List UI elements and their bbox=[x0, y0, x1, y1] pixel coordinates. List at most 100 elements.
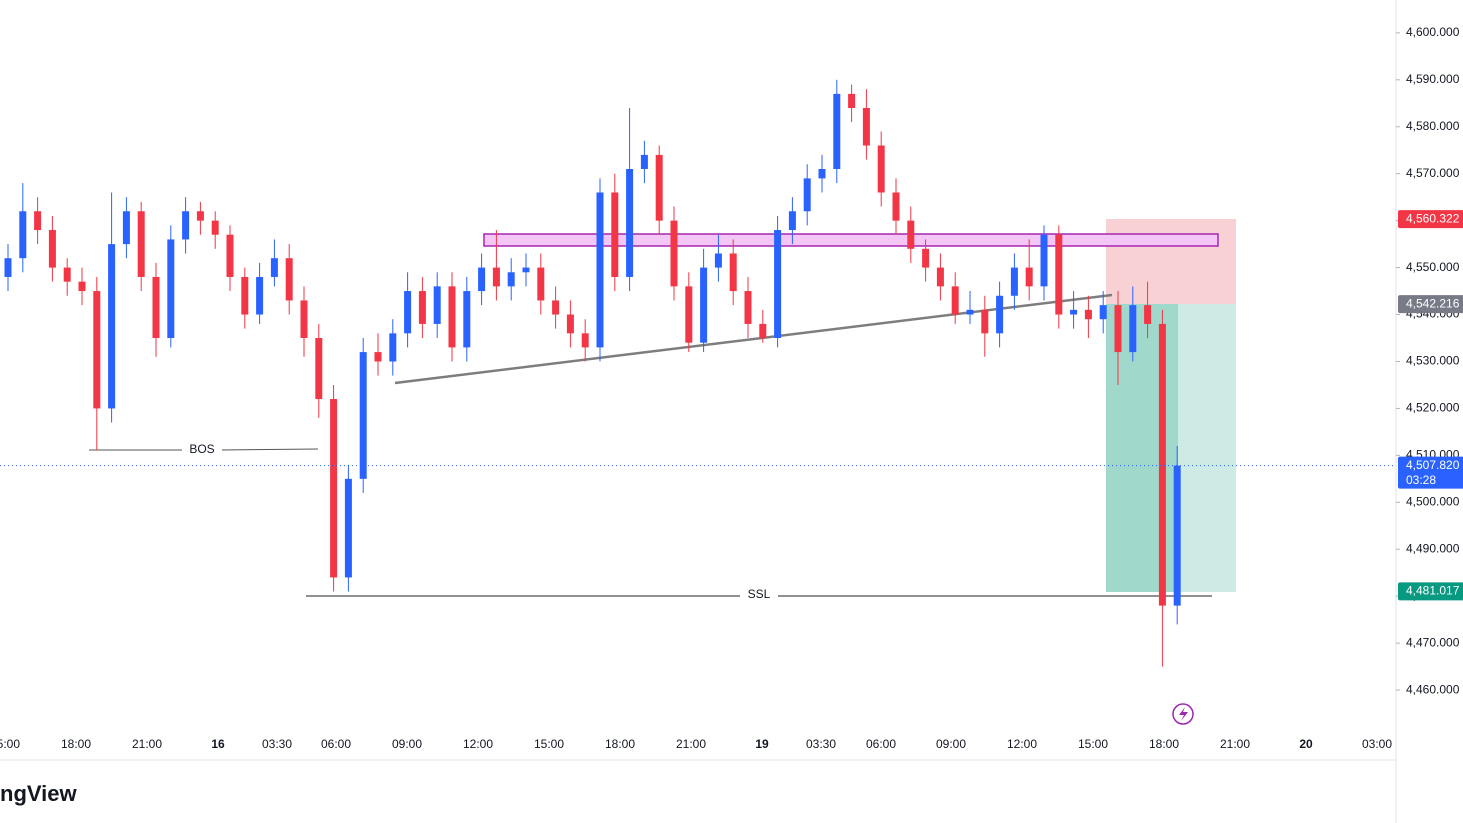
supply-zone bbox=[483, 233, 1219, 247]
logo: ngView bbox=[0, 781, 78, 806]
candle-body bbox=[596, 192, 604, 348]
candle-body bbox=[285, 258, 293, 301]
candle-body bbox=[300, 300, 308, 339]
candle-body bbox=[951, 286, 959, 315]
price-badge-label: 4,481.017 bbox=[1406, 584, 1460, 598]
y-tick-label: 4,470.000 bbox=[1406, 635, 1460, 649]
bos-line bbox=[221, 448, 319, 451]
x-tick-label: 06:00 bbox=[321, 737, 351, 751]
x-tick-label: 15:00 bbox=[534, 737, 564, 751]
candle-body bbox=[1144, 305, 1152, 324]
candle-body bbox=[344, 478, 352, 578]
alert-icon-bolt bbox=[1179, 707, 1188, 721]
candle-body bbox=[1055, 234, 1063, 315]
candle-body bbox=[122, 211, 130, 245]
candle-body bbox=[936, 267, 944, 287]
x-tick-label: 03:30 bbox=[262, 737, 292, 751]
price-badge-label: 4,560.322 bbox=[1406, 211, 1460, 225]
x-tick-label: 09:00 bbox=[936, 737, 966, 751]
candle-body bbox=[729, 253, 737, 292]
x-tick-label: 18:00 bbox=[605, 737, 635, 751]
candle-body bbox=[404, 291, 412, 334]
x-tick-label: 06:00 bbox=[866, 737, 896, 751]
candle-body bbox=[270, 258, 278, 277]
candle-body bbox=[19, 211, 27, 259]
x-tick-label: 21:00 bbox=[1220, 737, 1250, 751]
candle-body bbox=[996, 295, 1004, 334]
candle-body bbox=[63, 267, 71, 282]
candle-body bbox=[152, 276, 160, 339]
candle-body bbox=[566, 314, 574, 334]
candle-body bbox=[48, 230, 56, 268]
x-tick-label: 21:00 bbox=[676, 737, 706, 751]
y-tick-label: 4,490.000 bbox=[1406, 541, 1460, 555]
candle-body bbox=[448, 286, 456, 348]
candle-body bbox=[211, 220, 219, 235]
candle-body bbox=[418, 291, 426, 324]
candle-body bbox=[626, 169, 634, 277]
candle-body bbox=[981, 309, 989, 334]
candle-body bbox=[744, 291, 752, 324]
price-badge bbox=[1398, 456, 1463, 489]
price-badge-label: 4,542.216 bbox=[1406, 296, 1460, 310]
candle-body bbox=[537, 267, 545, 301]
price-badge bbox=[1398, 582, 1463, 601]
candle-body bbox=[1010, 267, 1018, 296]
x-tick-label: 18:00 bbox=[61, 737, 91, 751]
y-tick-label: 4,580.000 bbox=[1406, 119, 1460, 133]
candle-body bbox=[552, 300, 560, 315]
x-tick-label: 09:00 bbox=[392, 737, 422, 751]
candle-body bbox=[892, 192, 900, 221]
x-tick-label: 19 bbox=[755, 737, 769, 751]
candle-body bbox=[226, 234, 234, 277]
candle-body bbox=[389, 333, 397, 362]
candle-body bbox=[315, 338, 323, 400]
candle-body bbox=[492, 267, 500, 287]
candle-body bbox=[1158, 323, 1166, 606]
candle-body bbox=[581, 333, 589, 348]
candle-body bbox=[640, 154, 648, 170]
x-tick-label: 15:00 bbox=[0, 737, 20, 751]
candle-body bbox=[78, 281, 86, 292]
y-tick-label: 4,460.000 bbox=[1406, 682, 1460, 696]
candle-body bbox=[256, 276, 264, 315]
candle-body bbox=[93, 291, 101, 409]
candle-body bbox=[34, 211, 42, 231]
candle-body bbox=[1099, 305, 1107, 320]
candle-body bbox=[374, 352, 382, 362]
candle-body bbox=[862, 107, 870, 146]
candle-body bbox=[463, 291, 471, 348]
candle-body bbox=[803, 178, 811, 212]
candle-body bbox=[507, 272, 515, 287]
candle-body bbox=[759, 323, 767, 339]
y-tick-label: 4,500.000 bbox=[1406, 494, 1460, 508]
candle-body bbox=[1040, 234, 1048, 287]
candle-body bbox=[877, 145, 885, 193]
trend-line bbox=[394, 293, 1113, 385]
candle-body bbox=[922, 248, 930, 268]
y-tick-label: 4,520.000 bbox=[1406, 401, 1460, 415]
x-tick-label: 15:00 bbox=[1078, 737, 1108, 751]
stop-zone bbox=[1106, 219, 1236, 304]
price-badge-label: 4,507.820 bbox=[1406, 458, 1460, 472]
countdown: 03:28 bbox=[1406, 473, 1436, 487]
x-tick-label: 18:00 bbox=[1149, 737, 1179, 751]
candle-body bbox=[670, 220, 678, 287]
annotation: BOS bbox=[189, 442, 214, 456]
candle-body bbox=[167, 239, 175, 339]
annotation: SSL bbox=[748, 587, 771, 601]
x-tick-label: 12:00 bbox=[1007, 737, 1037, 751]
y-tick-label: 4,570.000 bbox=[1406, 166, 1460, 180]
candle-body bbox=[655, 154, 663, 221]
x-tick-label: 03:00 bbox=[1362, 737, 1392, 751]
price-badge bbox=[1398, 210, 1463, 229]
candle-body bbox=[4, 258, 12, 277]
alert-icon[interactable] bbox=[1172, 703, 1194, 725]
candle-body bbox=[848, 93, 856, 108]
candle-body bbox=[478, 267, 486, 292]
candle-body bbox=[433, 286, 441, 324]
candle-body bbox=[1173, 465, 1181, 606]
candle-body bbox=[907, 220, 915, 249]
price-badge bbox=[1398, 295, 1463, 314]
